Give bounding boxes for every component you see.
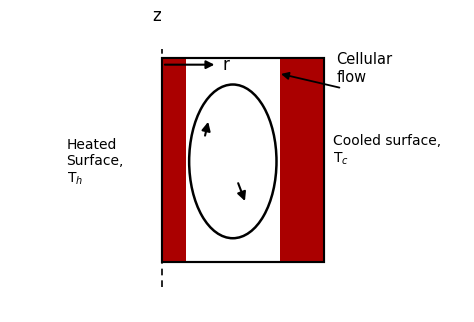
Bar [162, 59, 324, 262]
Bar [162, 59, 185, 262]
Text: Cellular
flow: Cellular flow [337, 52, 393, 85]
Bar [280, 59, 324, 262]
Text: Heated
Surface,
T$_h$: Heated Surface, T$_h$ [66, 138, 124, 187]
Bar [162, 59, 324, 262]
Text: Cooled surface,
T$_c$: Cooled surface, T$_c$ [333, 134, 441, 166]
Text: z: z [152, 7, 161, 25]
Ellipse shape [189, 84, 276, 238]
Text: r: r [223, 56, 229, 74]
